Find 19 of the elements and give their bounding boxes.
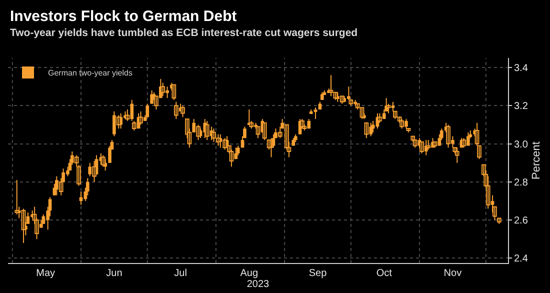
y-tick-label: 3.0 (514, 139, 528, 150)
x-tick-label: Aug (240, 268, 258, 279)
candlestick (496, 218, 502, 224)
x-tick-label: Jun (106, 268, 122, 279)
y-tick-label: 2.4 (514, 254, 528, 265)
y-axis-title: Percent (530, 142, 543, 180)
x-tick-label: Jul (174, 268, 187, 279)
legend-label: German two-year yields (48, 68, 132, 78)
y-tick-label: 3.4 (514, 63, 528, 74)
x-tick-label: Nov (444, 268, 462, 279)
y-tick-label: 3.2 (514, 101, 528, 112)
x-tick-label: Sep (308, 268, 328, 279)
y-tick-label: 2.8 (514, 177, 528, 188)
x-tick-label: May (36, 268, 56, 279)
chart-subtitle: Two-year yields have tumbled as ECB interest-rate cut wagers surged (10, 27, 358, 39)
x-tick-label: Oct (376, 268, 392, 279)
chart-title: Investors Flock to German Debt (10, 8, 237, 25)
y-tick-label: 2.6 (514, 216, 528, 227)
x-axis-title: 2023 (246, 279, 270, 290)
